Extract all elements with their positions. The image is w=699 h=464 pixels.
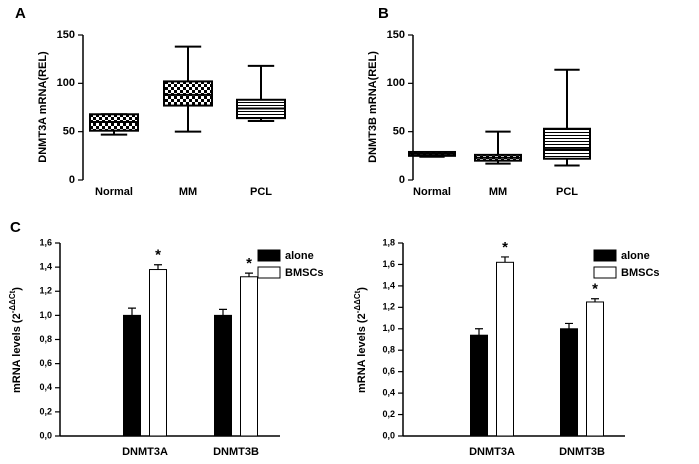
x-tick-label: PCL [250,186,272,198]
error-bar [245,272,253,277]
y-tick-label: 150 [57,29,75,41]
whisker-upper [485,130,511,155]
x-tick-label: MM [179,186,197,198]
significance: * [502,239,508,256]
y-tick-label: 1,6 [382,259,395,269]
y-tick-label: 1,0 [382,323,395,333]
error-bar [128,307,136,316]
x-tick-label: DNMT3B [559,446,605,458]
x-tick-label: Normal [95,186,133,198]
legend-label: BMSCs [285,267,324,279]
y-tick-label: 0,2 [39,406,52,416]
y-axis-label: mRNA levels (2-ΔΔCt) [353,287,368,393]
whisker-upper [247,64,275,100]
y-tick-label: 1,0 [39,310,52,320]
y-tick-label: 0 [69,174,75,186]
y-tick-label: 0,0 [382,430,395,440]
y-tick-label: 1,4 [39,262,52,272]
x-tick-label: DNMT3B [213,446,259,458]
y-tick-label: 100 [387,77,405,89]
bar [496,261,514,437]
bar [560,328,578,437]
bar [586,301,604,437]
y-label-end: ) [11,287,23,291]
y-tick-label: 150 [387,29,405,41]
y-tick-label: 0,4 [39,382,52,392]
legend-swatch [257,266,281,279]
panel-label: C [10,219,21,236]
y-label-sup: -ΔΔCt [353,290,362,313]
y-label-base: mRNA levels (2 [356,313,368,393]
legend-label: alone [621,250,650,262]
legend-label: BMSCs [621,267,660,279]
bar [123,314,141,437]
y-tick-label: 1,4 [382,280,395,290]
y-tick-label: 0,6 [39,358,52,368]
y-tick-label: 0,8 [39,334,52,344]
x-tick-label: DNMT3A [469,446,515,458]
y-tick-label: 0,0 [39,430,52,440]
significance: * [246,255,252,272]
y-tick-label: 1,2 [39,286,52,296]
whisker-lower [554,158,580,167]
error-bar [501,256,509,263]
x-tick-label: DNMT3A [122,446,168,458]
whisker-upper [174,45,202,82]
y-axis-label: mRNA levels (2-ΔΔCt) [8,287,23,393]
y-tick-label: 0 [399,174,405,186]
error-bar [475,328,483,336]
y-tick-label: 0,4 [382,387,395,397]
x-tick-label: MM [489,186,507,198]
y-tick-label: 1,2 [382,302,395,312]
significance: * [592,281,598,298]
bar [470,334,488,437]
bar [240,276,258,437]
y-label-end: ) [356,287,368,291]
error-bar [219,308,227,316]
y-tick-label: 1,8 [382,237,395,247]
bar [214,314,232,437]
y-tick-label: 100 [57,77,75,89]
bar [149,269,167,437]
whisker-upper [554,68,580,129]
y-tick-label: 1,6 [39,237,52,247]
y-tick-label: 0,8 [382,345,395,355]
x-tick-label: PCL [556,186,578,198]
y-axis-label: DNMT3A mRNA(REL) [37,51,49,163]
error-bar [154,264,162,270]
significance: * [155,247,161,264]
box [163,80,213,107]
y-tick-label: 50 [393,126,405,138]
y-tick-label: 0,6 [382,366,395,376]
y-axis-label: DNMT3B mRNA(REL) [367,51,379,163]
panel-label: B [378,5,389,22]
legend-swatch [593,249,617,262]
whisker-lower [174,105,202,133]
x-tick-label: Normal [413,186,451,198]
y-label-base: mRNA levels (2 [11,313,23,393]
legend-swatch [593,266,617,279]
y-tick-label: 0,2 [382,409,395,419]
panel-label: A [15,5,26,22]
y-label-sup: -ΔΔCt [8,290,17,313]
error-bar [565,322,573,329]
y-tick-label: 50 [63,126,75,138]
error-bar [591,298,599,302]
legend-label: alone [285,250,314,262]
legend-swatch [257,249,281,262]
box [543,127,591,160]
